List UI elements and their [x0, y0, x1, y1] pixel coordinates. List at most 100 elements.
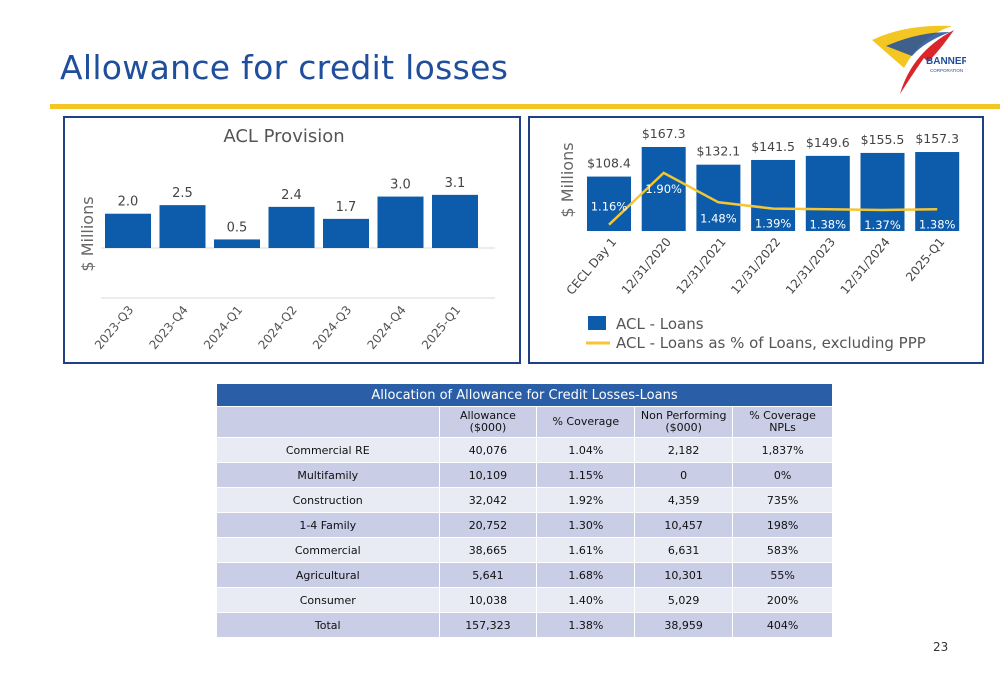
- line-data-label: 1.90%: [645, 182, 682, 196]
- row-label: Commercial RE: [216, 437, 440, 463]
- acl-provision-chart: ACL Provision $ Millions 2.0 2023-Q3 2.5 2023…: [63, 116, 521, 364]
- table-row: Consumer 10,038 1.40% 5,029 200%: [216, 587, 833, 613]
- bar: [105, 213, 151, 248]
- table-row: Agricultural 5,641 1.68% 10,301 55%: [216, 562, 833, 588]
- table-cell: 10,038: [438, 587, 538, 613]
- column-header-line: Allowance: [459, 409, 516, 422]
- bar: [696, 164, 741, 231]
- data-label: 3.1: [445, 176, 466, 191]
- y-axis-label: $ Millions: [558, 142, 577, 217]
- column-header-line: % Coverage: [552, 415, 620, 428]
- row-label: Multifamily: [216, 462, 440, 488]
- acl-loans-chart: $ Millions $108.4 CECL Day 1 $167.3 12/31/20…: [528, 116, 984, 364]
- table-cell: 1.92%: [536, 487, 636, 513]
- data-label: $155.5: [861, 132, 905, 147]
- table-cell: 157,323: [438, 612, 538, 638]
- bar: [805, 155, 850, 231]
- table-row: Construction 32,042 1.92% 4,359 735%: [216, 487, 833, 513]
- bar: [751, 159, 796, 231]
- x-tick-label: CECL Day 1: [564, 235, 620, 298]
- x-tick-label: 12/31/2022: [728, 235, 783, 297]
- table-cell: 1,837%: [732, 437, 833, 463]
- table-cell: 200%: [732, 587, 833, 613]
- line-data-label: 1.39%: [755, 217, 792, 231]
- table-cell: 735%: [732, 487, 833, 513]
- table-caption: Allocation of Allowance for Credit Losse…: [216, 383, 833, 407]
- line-data-label: 1.16%: [591, 200, 628, 214]
- row-label: Total: [216, 612, 440, 638]
- table-cell: 1.68%: [536, 562, 636, 588]
- column-header: [216, 406, 440, 438]
- x-tick-label: 2023-Q3: [92, 303, 136, 352]
- bar: [159, 205, 206, 248]
- allocation-table: Allocation of Allowance for Credit Losse…: [216, 383, 833, 638]
- banner-logo: BANNER CORPORATION: [872, 25, 966, 94]
- legend-label: ACL - Loans as % of Loans, excluding PPP: [616, 334, 926, 352]
- table-cell: 1.38%: [536, 612, 636, 638]
- data-label: 2.0: [118, 195, 139, 210]
- bar: [432, 194, 478, 248]
- logo-name: BANNER: [926, 56, 966, 67]
- table-cell: 404%: [732, 612, 833, 638]
- x-tick-label: 2024-Q3: [310, 303, 354, 352]
- table-cell: 583%: [732, 537, 833, 563]
- data-label: $157.3: [915, 131, 959, 146]
- row-label: Construction: [216, 487, 440, 513]
- accent-rule: [50, 104, 1000, 109]
- column-header-line: NPLs: [769, 421, 796, 434]
- table-row: Total 157,323 1.38% 38,959 404%: [216, 612, 833, 638]
- data-label: 1.7: [336, 200, 357, 215]
- table-cell: 38,665: [438, 537, 538, 563]
- bar: [268, 206, 315, 248]
- acl-loans-chart-svg: $ Millions $108.4 CECL Day 1 $167.3 12/31/20…: [558, 126, 960, 352]
- table-cell: 0: [634, 462, 734, 488]
- bar: [377, 196, 424, 248]
- data-label: 0.5: [227, 220, 248, 235]
- column-header-line: ($000): [665, 421, 702, 434]
- table-cell: 5,029: [634, 587, 734, 613]
- table-cell: 10,457: [634, 512, 734, 538]
- row-label: Consumer: [216, 587, 440, 613]
- data-label: $108.4: [587, 156, 631, 171]
- data-label: 3.0: [390, 178, 411, 193]
- table-cell: 32,042: [438, 487, 538, 513]
- x-tick-label: 12/31/2023: [783, 235, 838, 297]
- table-cell: 20,752: [438, 512, 538, 538]
- column-header-line: ($000): [469, 421, 507, 434]
- logo-flag-red: [900, 30, 954, 94]
- page-title: Allowance for credit losses: [60, 48, 509, 87]
- column-header-line: % Coverage: [749, 409, 816, 422]
- data-label: $132.1: [697, 144, 741, 159]
- table-cell: 1.40%: [536, 587, 636, 613]
- table-cell: 5,641: [438, 562, 538, 588]
- table-header-row: Allowance ($000)% Coverage Non Performing(…: [216, 406, 833, 438]
- bar: [323, 218, 369, 248]
- legend-swatch-bar: [588, 316, 606, 330]
- bar: [860, 152, 905, 231]
- logo-flag-blue: [886, 32, 950, 56]
- legend-label: ACL - Loans: [616, 315, 704, 333]
- table-cell: 2,182: [634, 437, 734, 463]
- row-label: Commercial: [216, 537, 440, 563]
- column-header-line: Non Performing: [640, 409, 727, 422]
- table-cell: 1.15%: [536, 462, 636, 488]
- line-data-label: 1.38%: [919, 217, 956, 231]
- series-line: [608, 171, 938, 226]
- table-cell: 1.30%: [536, 512, 636, 538]
- table-cell: 55%: [732, 562, 833, 588]
- line-data-label: 1.38%: [810, 217, 847, 231]
- logo-subtitle: CORPORATION: [930, 68, 963, 73]
- table-cell: 0%: [732, 462, 833, 488]
- column-header: Allowance ($000): [438, 406, 538, 438]
- bar: [915, 152, 960, 231]
- table-row: Commercial RE 40,076 1.04% 2,182 1,837%: [216, 437, 833, 463]
- chart-title: ACL Provision: [223, 126, 344, 147]
- column-header: Non Performing ($000): [634, 406, 734, 438]
- acl-provision-chart-svg: ACL Provision $ Millions 2.0 2023-Q3 2.5 2023…: [78, 126, 495, 352]
- data-label: $167.3: [642, 126, 686, 141]
- table-row: 1-4 Family 20,752 1.30% 10,457 198%: [216, 512, 833, 538]
- table-cell: 4,359: [634, 487, 734, 513]
- x-tick-label: 2023-Q4: [146, 303, 190, 352]
- line-data-label: 1.48%: [700, 211, 737, 225]
- bar: [587, 176, 631, 231]
